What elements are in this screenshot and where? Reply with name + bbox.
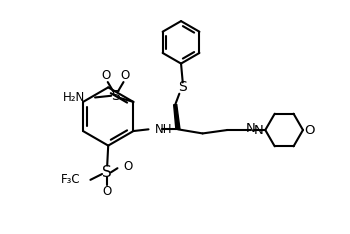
Text: N: N (246, 122, 256, 135)
Text: N: N (254, 124, 264, 136)
Text: O: O (121, 69, 130, 82)
Text: S: S (102, 165, 111, 180)
Text: O: O (102, 185, 111, 198)
Text: O: O (304, 124, 315, 136)
Text: H₂N: H₂N (63, 91, 85, 104)
Text: S: S (178, 80, 187, 94)
Text: F₃C: F₃C (61, 173, 81, 186)
Text: NH: NH (155, 123, 172, 136)
Text: O: O (123, 160, 133, 173)
Polygon shape (174, 105, 180, 129)
Text: S: S (111, 89, 120, 103)
Text: O: O (102, 69, 111, 82)
